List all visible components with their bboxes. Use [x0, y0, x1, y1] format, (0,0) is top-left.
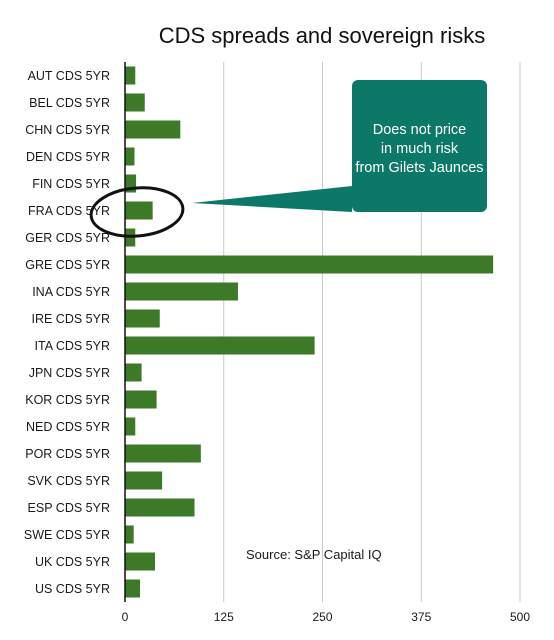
- category-label: IRE CDS 5YR: [32, 312, 111, 326]
- category-label: UK CDS 5YR: [35, 555, 110, 569]
- bar: [125, 552, 156, 571]
- category-label: ESP CDS 5YR: [28, 501, 110, 515]
- bar: [125, 471, 163, 490]
- category-label: KOR CDS 5YR: [25, 393, 110, 407]
- category-label: SVK CDS 5YR: [27, 474, 110, 488]
- bar: [125, 93, 145, 112]
- chart-title: CDS spreads and sovereign risks: [159, 23, 485, 48]
- category-label: NED CDS 5YR: [26, 420, 110, 434]
- category-label: AUT CDS 5YR: [28, 69, 110, 83]
- category-label: JPN CDS 5YR: [29, 366, 110, 380]
- bar: [125, 282, 238, 301]
- bar: [125, 336, 315, 355]
- category-label: POR CDS 5YR: [25, 447, 110, 461]
- category-label: GER CDS 5YR: [25, 231, 110, 245]
- bar: [125, 579, 141, 598]
- category-label: BEL CDS 5YR: [29, 96, 110, 110]
- bar: [125, 498, 195, 517]
- x-tick-label: 375: [411, 610, 431, 624]
- callout-background: [352, 80, 487, 212]
- bars: [125, 66, 494, 598]
- category-label: ITA CDS 5YR: [35, 339, 110, 353]
- bar: [125, 147, 135, 166]
- bar: [125, 390, 157, 409]
- bar: [125, 255, 494, 274]
- callout-text: Does not price in much risk from Gilets Ja…: [355, 122, 483, 176]
- category-label: FRA CDS 5YR: [28, 204, 110, 218]
- x-tick-label: 500: [510, 610, 530, 624]
- bar: [125, 525, 134, 544]
- x-tick-label: 250: [312, 610, 332, 624]
- x-tick-labels: 0 125 250 375 500: [122, 610, 531, 624]
- category-labels: AUT CDS 5YR BEL CDS 5YR CHN CDS 5YR DEN CDS…: [24, 69, 110, 596]
- category-label: INA CDS 5YR: [32, 285, 110, 299]
- category-label: CHN CDS 5YR: [25, 123, 110, 137]
- category-label: FIN CDS 5YR: [32, 177, 110, 191]
- category-label: GRE CDS 5YR: [25, 258, 110, 272]
- bar: [125, 174, 137, 193]
- bar: [125, 417, 136, 436]
- bar: [125, 120, 181, 139]
- bar: [125, 66, 136, 85]
- bar: [125, 444, 201, 463]
- category-label: US CDS 5YR: [35, 582, 110, 596]
- source-note: Source: S&P Capital IQ: [246, 547, 382, 562]
- bar: [125, 363, 142, 382]
- x-tick-label: 0: [122, 610, 129, 624]
- bar: [125, 201, 153, 220]
- category-label: SWE CDS 5YR: [24, 528, 110, 542]
- category-label: DEN CDS 5YR: [26, 150, 110, 164]
- callout-pointer: [192, 186, 352, 212]
- highlight-circle: [89, 186, 185, 238]
- x-tick-label: 125: [214, 610, 234, 624]
- bar: [125, 309, 160, 328]
- callout-box: Does not price in much risk from Gilets Ja…: [192, 80, 487, 212]
